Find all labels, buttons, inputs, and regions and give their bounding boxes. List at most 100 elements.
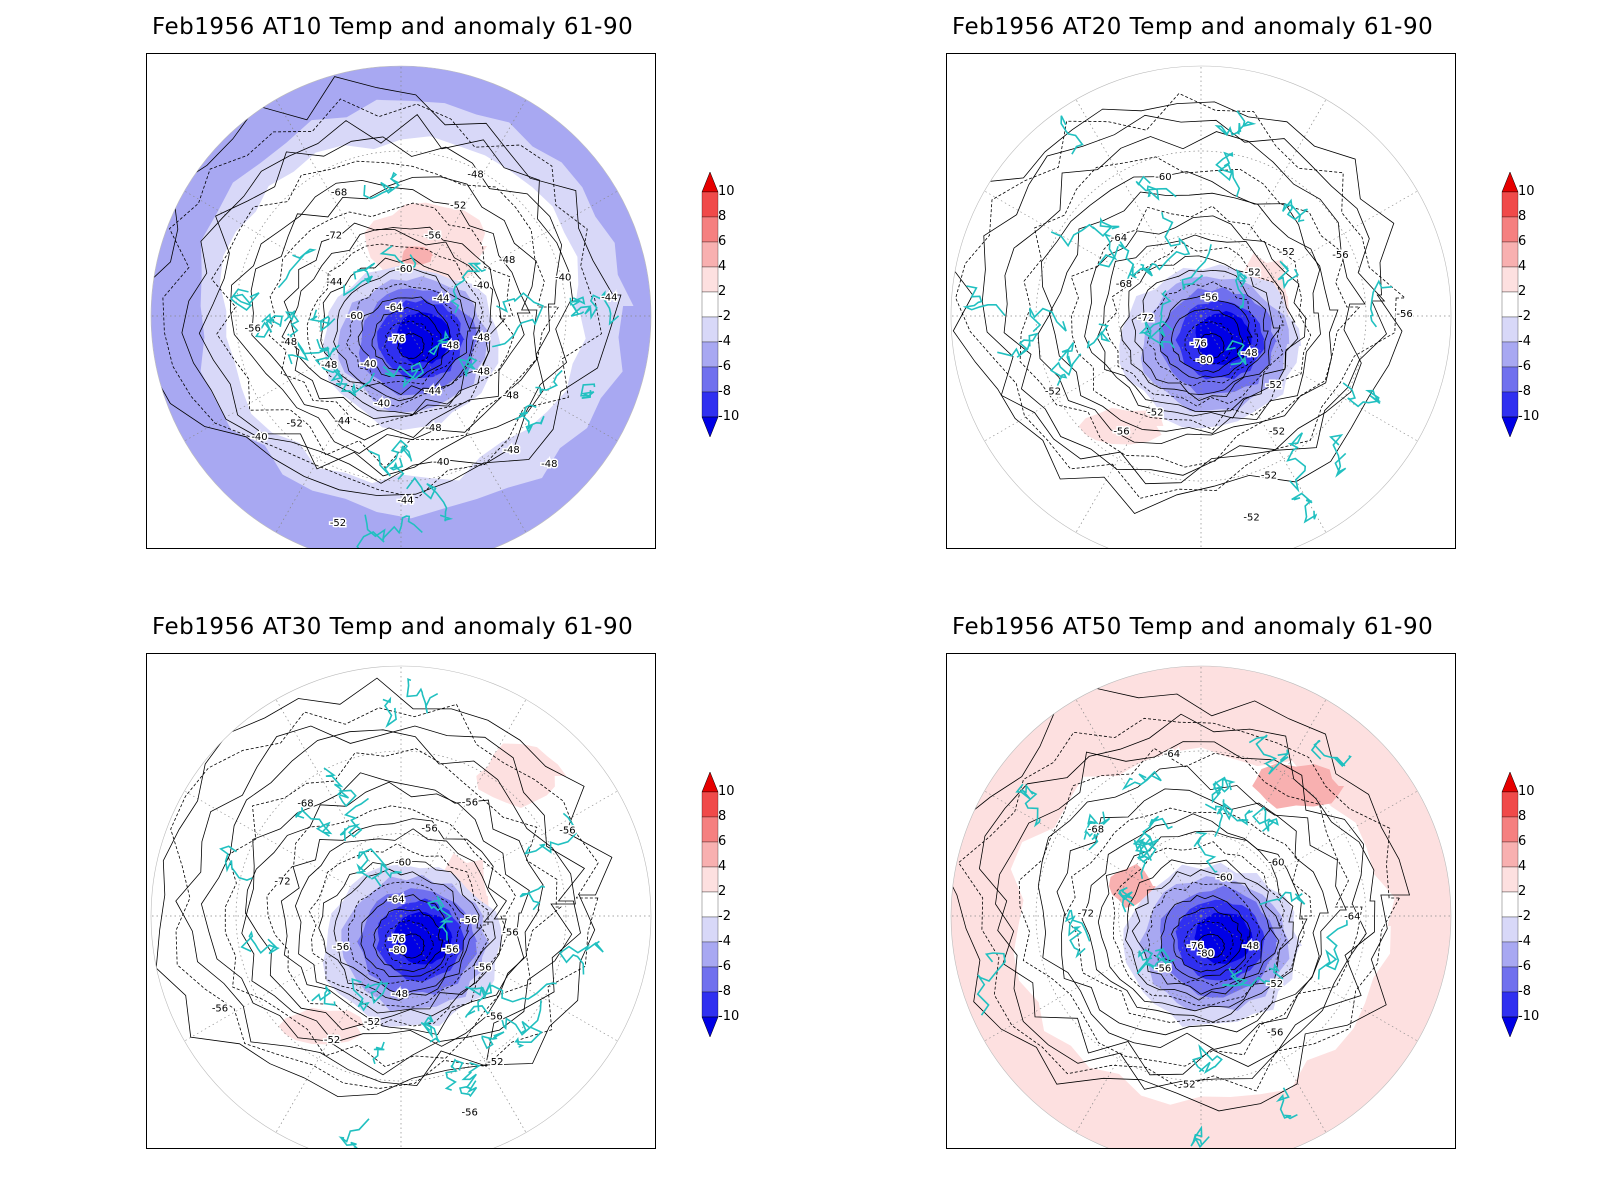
contour-label: -44 [326, 277, 342, 288]
coastline-segment [338, 1118, 370, 1148]
colorbar-tick-label: -6 [1518, 359, 1531, 374]
colorbar-tick-label: 6 [1518, 234, 1527, 249]
warm-anomaly [402, 246, 433, 265]
contour-label: -48 [1241, 348, 1257, 359]
isotherm [333, 868, 471, 995]
contour-label: -56 [1396, 309, 1412, 320]
latitude-circle [235, 750, 567, 1082]
isotherm [1104, 241, 1285, 407]
coastline-segment [353, 530, 385, 548]
contour-label: -64 [386, 302, 402, 313]
map-svg: -48 -52 -52 -52 -52 -80 -52 -56 -52 -76 -72 -68 -64 -… [950, 65, 1452, 548]
coastline-segment [230, 288, 260, 311]
coastline-segment [343, 262, 376, 297]
colorbar: 10 8 6 4 2 -2 -4 -6 -8 -10 [1500, 770, 1570, 1055]
coastline-segment [1117, 886, 1135, 913]
contour-label: -48 [503, 390, 519, 401]
coastline-segment [308, 309, 336, 332]
colorbar-tick-label: 10 [718, 184, 735, 199]
contour-label: -52 [1147, 408, 1163, 419]
colorbar-arrow-top [1501, 771, 1519, 793]
coastline-segment [481, 1031, 505, 1050]
coastline-segment [1143, 320, 1176, 350]
meridian-line [275, 915, 402, 1133]
colorbar-tick-label: 8 [718, 809, 727, 824]
coastline-segment [1277, 260, 1299, 290]
coastline-segment [382, 696, 397, 729]
coastline-segment [323, 767, 357, 808]
isotherm [384, 320, 434, 365]
coastline-segment [1291, 492, 1318, 524]
coastline-segment [1275, 1087, 1298, 1120]
coastline-segment [523, 812, 578, 855]
isotherm [978, 713, 1376, 1090]
coastline-segment [1214, 110, 1257, 137]
coastline-segment [514, 1000, 543, 1048]
contour-label: -52 [487, 1057, 503, 1068]
contour-label: -68 [1088, 824, 1104, 835]
coastline-segment [1222, 799, 1253, 826]
contour-label: -40 [251, 432, 267, 443]
contour-label: -56 [461, 915, 477, 926]
isotherm [1131, 869, 1271, 995]
isotherm [318, 859, 482, 1001]
isotherm [345, 283, 461, 385]
coastline-segment [1222, 969, 1243, 987]
isotherm [181, 114, 574, 484]
colorbar-tick-label: 4 [718, 859, 727, 874]
coastline-segment [364, 514, 423, 542]
colorbar-swatch [1501, 341, 1519, 368]
contour-label: -52 [1261, 470, 1277, 481]
colorbar-swatch [701, 841, 719, 868]
contour-label: -52 [330, 518, 346, 529]
isotherm [170, 703, 599, 1089]
isotherm [1018, 747, 1363, 1067]
meridian-line [1200, 699, 1327, 917]
coastline-segment [1204, 803, 1224, 837]
colorbar-tick-label: -4 [1518, 934, 1531, 949]
colorbar-swatch [1501, 291, 1519, 318]
colorbar-swatch [701, 816, 719, 843]
isotherm [371, 306, 444, 372]
coastline-segment [458, 1061, 481, 1098]
coastline-segment [1060, 115, 1084, 155]
coastline-segment [406, 476, 454, 522]
meridian-line [400, 315, 527, 533]
panel-title: Feb1956 AT30 Temp and anomaly 61-90 [152, 614, 634, 640]
panel-title: Feb1956 AT10 Temp and anomaly 61-90 [152, 14, 634, 40]
contour-label: -56 [425, 231, 441, 242]
contour-label: -76 [389, 934, 405, 945]
contour-label: -68 [331, 188, 347, 199]
colorbar-swatch [1501, 866, 1519, 893]
coastline-segment [997, 332, 1039, 358]
contour-label: -44 [397, 496, 413, 507]
contour-label: -72 [1138, 313, 1154, 324]
coastline-segment [1215, 151, 1241, 198]
contour-label: -52 [1243, 512, 1259, 523]
meridian-line [275, 315, 402, 533]
coastline-segment [1125, 263, 1153, 287]
isotherm [1146, 881, 1260, 986]
coastline-segment [364, 980, 389, 1004]
cold-anomaly-core [394, 911, 453, 965]
isotherm [951, 687, 1411, 1112]
coastline-segment [388, 457, 405, 480]
meridian-line [184, 315, 402, 442]
cold-anomaly-core [1194, 310, 1253, 365]
contour-label: -80 [390, 945, 406, 956]
contour-label: -48 [281, 337, 297, 348]
contour-label: -40 [360, 359, 376, 370]
contour-label: -40 [555, 273, 571, 284]
contour-label: -52 [1244, 268, 1260, 279]
colorbar-arrow-top [1501, 171, 1519, 193]
meridian-line [1200, 99, 1327, 317]
coastline-segment [356, 848, 387, 879]
coastline-segment [1029, 307, 1067, 333]
isotherm [958, 717, 1401, 1092]
colorbar-arrow-bottom [1501, 416, 1519, 438]
isotherm [1056, 788, 1329, 1036]
isotherm [162, 98, 602, 499]
isotherm [397, 333, 425, 359]
colorbar: 10 8 6 4 2 -2 -4 -6 -8 -10 [1500, 170, 1570, 455]
colorbar-tick-label: 6 [718, 234, 727, 249]
